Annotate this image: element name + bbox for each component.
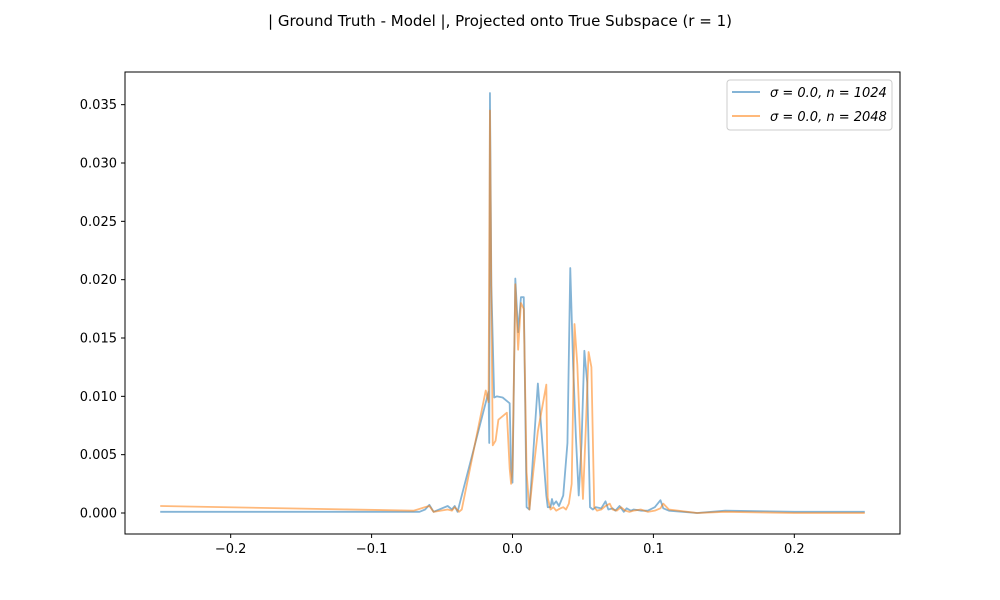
y-tick-label: 0.010 bbox=[80, 390, 117, 405]
x-axis: −0.2 −0.1 0.0 0.1 0.2 bbox=[215, 534, 805, 557]
x-tick-label: −0.2 bbox=[215, 542, 247, 557]
y-tick-label: 0.015 bbox=[80, 332, 117, 347]
series-layer bbox=[160, 92, 865, 514]
series-line-n2048 bbox=[160, 109, 865, 514]
x-tick-label: 0.1 bbox=[643, 542, 664, 557]
y-tick-label: 0.000 bbox=[80, 507, 117, 522]
x-tick-label: −0.1 bbox=[356, 542, 388, 557]
y-tick-label: 0.020 bbox=[80, 273, 117, 288]
legend-frame bbox=[726, 79, 893, 131]
chart-title: | Ground Truth - Model |, Projected onto… bbox=[268, 12, 732, 30]
legend: σ = 0.0, n = 1024 σ = 0.0, n = 2048 bbox=[726, 79, 893, 131]
y-tick-label: 0.005 bbox=[80, 448, 117, 463]
y-axis: 0.000 0.005 0.010 0.015 0.020 0.025 0.030 0.035 bbox=[80, 98, 125, 522]
y-tick-label: 0.030 bbox=[80, 157, 117, 172]
y-tick-label: 0.025 bbox=[80, 215, 117, 230]
plot-area bbox=[124, 71, 901, 535]
y-tick-label: 0.035 bbox=[80, 98, 117, 113]
legend-label-n2048: σ = 0.0, n = 2048 bbox=[770, 110, 887, 125]
legend-label-n1024: σ = 0.0, n = 1024 bbox=[770, 86, 887, 101]
x-tick-label: 0.0 bbox=[502, 542, 523, 557]
x-tick-label: 0.2 bbox=[784, 542, 805, 557]
